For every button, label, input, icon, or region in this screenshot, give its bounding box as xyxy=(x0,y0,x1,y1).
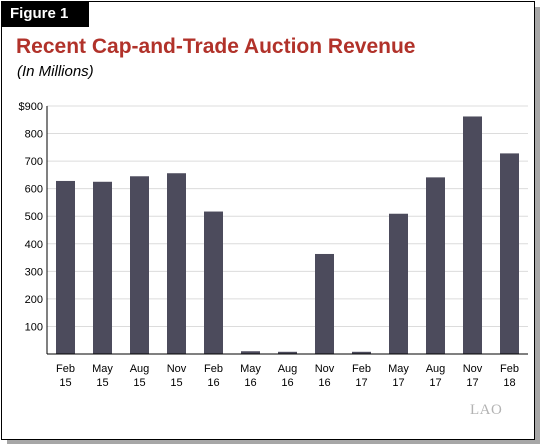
y-tick-label: 700 xyxy=(25,156,43,168)
bar xyxy=(463,116,482,355)
x-tick-label-month: Nov xyxy=(315,363,335,375)
y-tick-label: 300 xyxy=(25,266,43,278)
chart-subtitle: (In Millions) xyxy=(17,63,94,80)
bar xyxy=(500,153,519,354)
bar xyxy=(426,177,445,354)
bar xyxy=(56,180,75,354)
lao-logo: LAO xyxy=(470,402,503,418)
x-tick-label-year: 17 xyxy=(355,377,367,389)
x-tick-label-month: May xyxy=(240,363,261,375)
x-tick-label-year: 16 xyxy=(244,377,256,389)
bars xyxy=(56,116,519,355)
bar xyxy=(352,351,371,354)
x-tick-label-month: Feb xyxy=(204,363,223,375)
tick-labels: 100 200 300 400 500 600 700 800 $900 Feb 15 May 15 Au… xyxy=(19,101,519,389)
y-tick-label: $900 xyxy=(19,101,43,113)
x-tick-label-month: Feb xyxy=(56,363,75,375)
axes xyxy=(46,106,528,355)
bar xyxy=(93,181,112,354)
x-tick-label-year: 15 xyxy=(133,377,145,389)
chart-title: Recent Cap-and-Trade Auction Revenue xyxy=(16,35,416,58)
y-tick-label: 100 xyxy=(25,321,43,333)
x-tick-label-year: 15 xyxy=(59,377,71,389)
bar xyxy=(315,253,334,354)
x-tick-label-year: 16 xyxy=(281,377,293,389)
bar xyxy=(241,351,260,354)
x-tick-label-year: 17 xyxy=(429,377,441,389)
y-tick-label: 400 xyxy=(25,239,43,251)
x-tick-label-year: 17 xyxy=(466,377,478,389)
x-tick-label-year: 17 xyxy=(392,377,404,389)
bar xyxy=(278,351,297,354)
x-tick-label-month: May xyxy=(92,363,113,375)
x-tick-label-year: 16 xyxy=(318,377,330,389)
bar xyxy=(167,173,186,354)
figure-frame xyxy=(1,1,535,440)
x-tick-label-month: Nov xyxy=(463,363,483,375)
y-tick-label: 800 xyxy=(25,129,43,141)
x-tick-label-month: Nov xyxy=(167,363,187,375)
gridlines xyxy=(47,105,528,327)
y-tick-label: 200 xyxy=(25,294,43,306)
frame-shadow-right xyxy=(535,7,540,442)
x-tick-label-month: May xyxy=(388,363,409,375)
y-tick-label: 600 xyxy=(25,184,43,196)
x-tick-label-month: Feb xyxy=(500,363,519,375)
x-tick-label-year: 18 xyxy=(503,377,515,389)
bar xyxy=(204,211,223,354)
bar xyxy=(130,176,149,354)
x-tick-label-month: Aug xyxy=(130,363,150,375)
y-tick-label: 500 xyxy=(25,211,43,223)
x-tick-label-month: Aug xyxy=(278,363,298,375)
x-tick-label-year: 15 xyxy=(96,377,108,389)
x-tick-label-month: Aug xyxy=(426,363,446,375)
frame-shadow-bottom xyxy=(7,439,540,444)
bar xyxy=(389,213,408,354)
x-tick-label-year: 15 xyxy=(170,377,182,389)
x-tick-label-month: Feb xyxy=(352,363,371,375)
figure-label: Figure 1 xyxy=(1,1,89,27)
x-tick-label-year: 16 xyxy=(207,377,219,389)
